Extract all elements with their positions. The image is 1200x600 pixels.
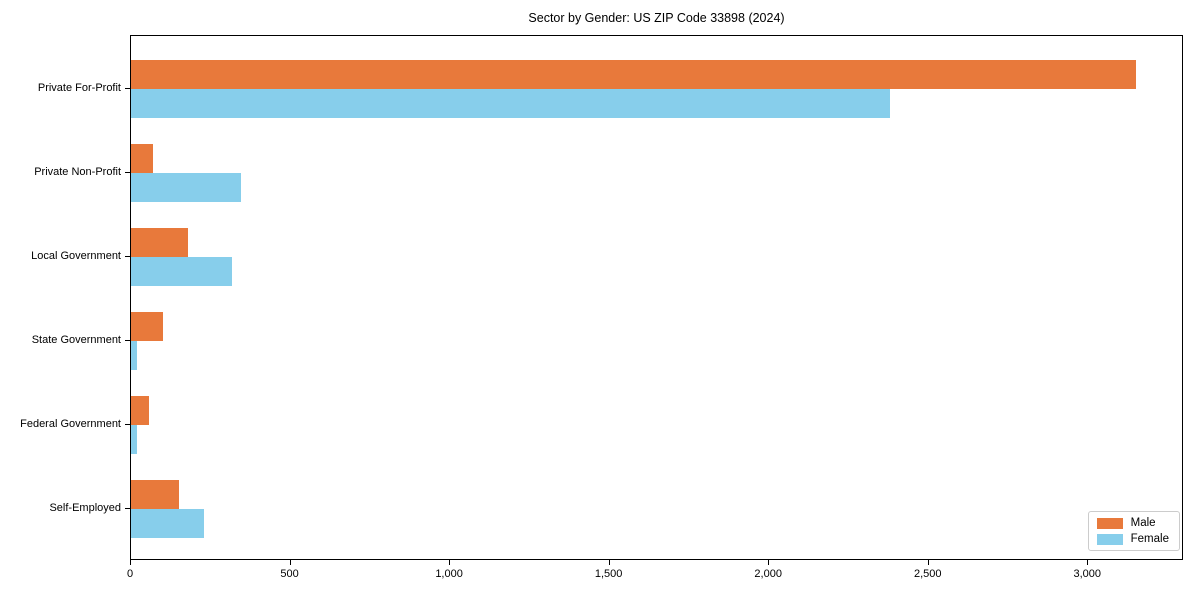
y-axis-label-federal-government: Federal Government <box>20 417 121 430</box>
x-tick-mark <box>130 560 131 565</box>
legend-swatch-male <box>1096 517 1123 529</box>
plot-area <box>130 35 1183 560</box>
x-tick-mark <box>927 560 929 565</box>
legend-label-male: Male <box>1130 517 1156 529</box>
x-tick-label-1500: 1,500 <box>594 568 623 580</box>
bar-male-state-government <box>131 311 163 341</box>
x-tick-mark <box>768 560 770 565</box>
legend-label-female: Female <box>1130 533 1169 545</box>
legend-item-male: Male <box>1096 517 1169 529</box>
x-tick-label-0: 0 <box>126 568 134 580</box>
bar-male-private-non-profit <box>131 143 153 173</box>
y-tick-mark <box>125 87 130 89</box>
y-axis-label-self-employed: Self-Employed <box>49 501 121 514</box>
y-axis-label-private-for-profit: Private For-Profit <box>37 81 121 94</box>
bar-female-local-government <box>131 256 232 286</box>
x-tick-label-500: 500 <box>280 568 299 580</box>
x-tick-label-1000: 1,000 <box>435 568 463 580</box>
x-tick-mark <box>608 560 610 565</box>
bar-female-private-for-profit <box>131 88 890 118</box>
y-tick-mark <box>125 171 130 173</box>
bar-male-local-government <box>131 227 188 257</box>
bar-male-federal-government <box>131 395 149 425</box>
x-tick-mark <box>289 560 291 565</box>
x-tick-label-3000: 3,000 <box>1073 568 1102 580</box>
y-tick-mark <box>125 255 130 257</box>
y-axis-label-state-government: State Government <box>31 333 121 346</box>
legend: Male Female <box>1087 511 1180 551</box>
bar-male-self-employed <box>131 479 179 509</box>
x-tick-label-2000: 2,000 <box>754 568 782 580</box>
y-tick-mark <box>125 507 130 509</box>
y-tick-mark <box>125 423 130 425</box>
bar-female-state-government <box>131 340 137 370</box>
bar-male-private-for-profit <box>131 59 1136 89</box>
legend-item-female: Female <box>1096 533 1169 545</box>
x-tick-mark <box>449 560 451 565</box>
y-axis-label-private-non-profit: Private Non-Profit <box>34 165 121 178</box>
chart-title: Sector by Gender: US ZIP Code 33898 (202… <box>528 11 785 25</box>
y-axis-label-local-government: Local Government <box>31 249 121 262</box>
x-tick-mark <box>1087 560 1089 565</box>
bar-female-private-non-profit <box>131 172 241 202</box>
legend-swatch-female <box>1096 533 1123 545</box>
bar-female-self-employed <box>131 508 204 538</box>
bar-female-federal-government <box>131 424 137 454</box>
x-tick-label-2500: 2,500 <box>913 568 942 580</box>
y-tick-mark <box>125 339 130 341</box>
